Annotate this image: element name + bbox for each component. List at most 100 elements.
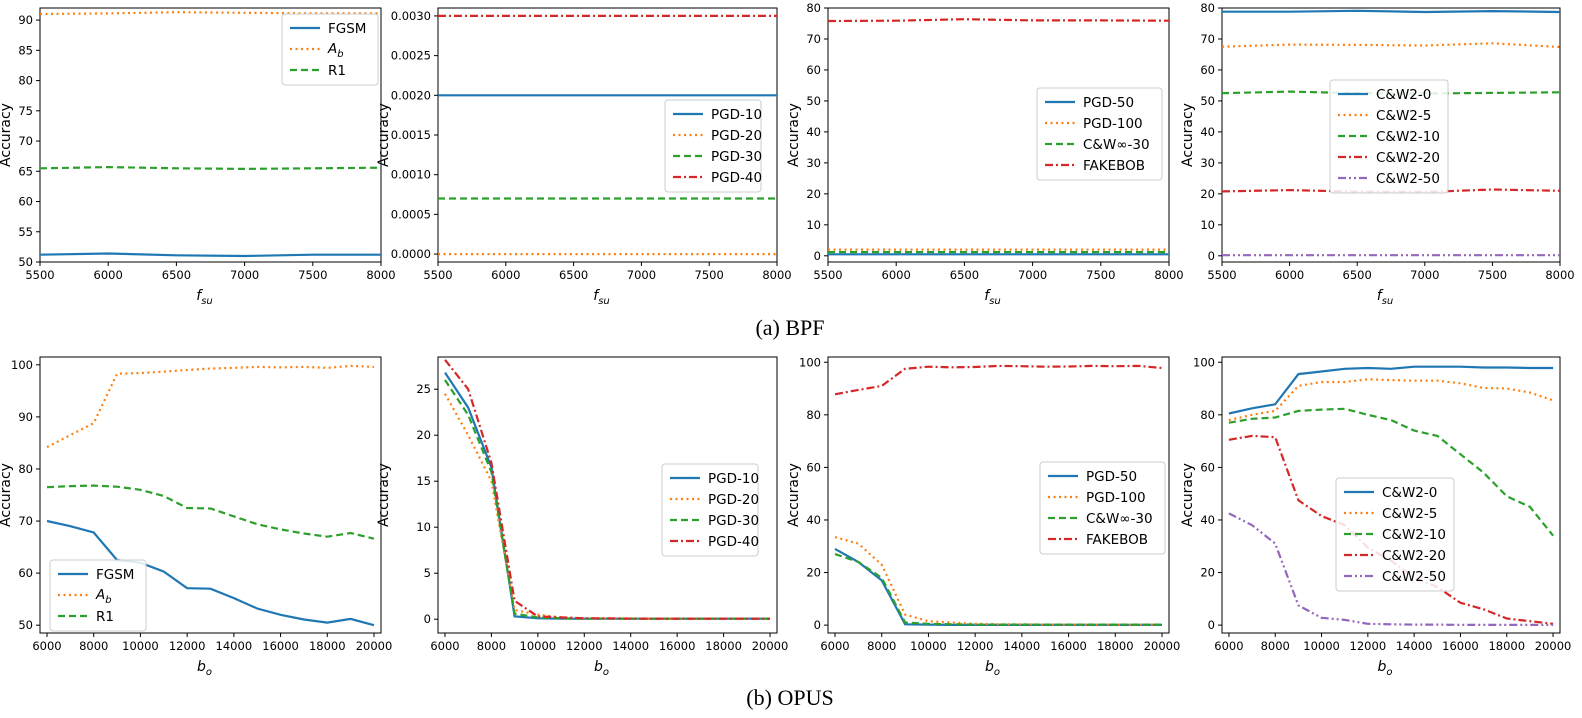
- legend-entry: C&W2-0: [1376, 87, 1431, 103]
- x-tick-label: 5500: [1207, 268, 1236, 282]
- y-tick-label: 0: [424, 612, 431, 626]
- x-tick-label: 7000: [230, 268, 259, 282]
- x-tick-label: 8000: [1154, 268, 1183, 282]
- y-tick-label: 0: [1208, 618, 1215, 632]
- x-tick-label: 6000: [820, 639, 849, 653]
- x-tick-label: 12000: [1350, 639, 1387, 653]
- x-axis-label: fsu: [984, 288, 1001, 307]
- legend-entry: PGD-30: [711, 149, 762, 165]
- x-tick-label: 5500: [423, 268, 452, 282]
- x-tick-label: 10000: [1303, 639, 1340, 653]
- y-axis-label: Accuracy: [1180, 103, 1196, 167]
- y-tick-label: 60: [18, 566, 33, 580]
- x-tick-label: 8000: [477, 639, 506, 653]
- x-tick-label: 12000: [169, 639, 206, 653]
- y-tick-label: 0: [814, 618, 821, 632]
- x-axis-label: bo: [197, 659, 212, 678]
- y-tick-label: 80: [18, 462, 33, 476]
- y-tick-label: 10: [806, 218, 821, 232]
- legend-entry: C&W2-50: [1376, 171, 1440, 187]
- legend-box: [49, 559, 147, 632]
- chart-panel-8: 0 20 40 60 80 100 6000 8000 10000 12000 14000 16000…: [1180, 355, 1571, 678]
- x-axis-label: bo: [985, 659, 1000, 678]
- x-tick-label: 20000: [1144, 639, 1181, 653]
- series-line-2: [1221, 42, 1561, 49]
- y-tick-label: 70: [18, 134, 33, 148]
- x-tick-label: 7500: [695, 268, 724, 282]
- legend-box: [664, 99, 762, 193]
- y-tick-label: 0.0000: [391, 247, 431, 261]
- y-axis-label: Accuracy: [376, 463, 392, 527]
- y-tick-label: 40: [806, 125, 821, 139]
- legend-entry: C&W2-20: [1376, 150, 1440, 166]
- x-tick-label: 5500: [813, 268, 842, 282]
- x-tick-label: 16000: [659, 639, 696, 653]
- x-tick-label: 18000: [1097, 639, 1134, 653]
- x-tick-label: 6000: [1214, 639, 1243, 653]
- y-tick-label: 70: [1200, 32, 1215, 46]
- legend-box: [1329, 79, 1449, 194]
- legend-entry: C&W2-5: [1376, 108, 1431, 124]
- legend: C&W2-0 C&W2-5 C&W2-10 C&W2-20 C&W2-50: [1335, 477, 1455, 592]
- y-axis-label: Accuracy: [786, 103, 802, 167]
- chart-panel-1: 50 55 60 65 70 75 80 85 90 5500 6000 6500 7000 7500 80…: [0, 7, 396, 307]
- x-tick-label: 14000: [612, 639, 649, 653]
- x-tick-label: 10000: [520, 639, 557, 653]
- legend-box: [281, 13, 379, 86]
- x-tick-label: 8000: [366, 268, 395, 282]
- legend-entry: PGD-50: [1083, 95, 1134, 111]
- legend-box: [1335, 477, 1455, 592]
- x-tick-label: 5500: [25, 268, 54, 282]
- x-tick-label: 6500: [162, 268, 191, 282]
- legend-entry: R1: [328, 63, 346, 79]
- y-tick-label: 10: [1200, 218, 1215, 232]
- y-tick-label: 40: [806, 513, 821, 527]
- series-line-5: [1228, 512, 1554, 627]
- y-tick-label: 0.0005: [391, 207, 431, 221]
- y-tick-label: 50: [1200, 94, 1215, 108]
- legend-box: [1039, 461, 1166, 555]
- x-axis-label: fsu: [593, 288, 610, 307]
- legend-entry: C&W2-5: [1382, 506, 1437, 522]
- x-tick-label: 20000: [356, 639, 393, 653]
- y-tick-label: 50: [806, 94, 821, 108]
- chart-panel-4: 0 10 20 30 40 50 60 70 80 5500 6000 6500 7000 7500 800…: [1180, 1, 1575, 307]
- x-tick-label: 10000: [122, 639, 159, 653]
- y-tick-label: 65: [18, 164, 33, 178]
- legend-entry: PGD-20: [708, 492, 759, 508]
- series-line-3: [46, 484, 375, 540]
- legend-entry: PGD-40: [711, 170, 762, 186]
- legend-box: [661, 463, 759, 557]
- legend-entry: PGD-10: [708, 471, 759, 487]
- series-line-1: [1228, 365, 1554, 415]
- y-tick-label: 60: [1200, 460, 1215, 474]
- y-tick-label: 100: [11, 358, 33, 372]
- chart-panel-7: 0 20 40 60 80 100 6000 8000 10000 12000 14000 16000…: [786, 355, 1180, 678]
- y-tick-label: 0.0020: [391, 88, 431, 102]
- y-tick-label: 25: [416, 382, 431, 396]
- legend-entry: C&W2-0: [1382, 485, 1437, 501]
- y-tick-label: 80: [806, 408, 821, 422]
- x-tick-label: 6000: [430, 639, 459, 653]
- y-tick-label: 100: [799, 355, 821, 369]
- y-tick-label: 15: [416, 474, 431, 488]
- legend-entry: C&W2-50: [1382, 569, 1446, 585]
- y-tick-label: 90: [18, 13, 33, 27]
- y-axis-label: Accuracy: [1180, 463, 1196, 527]
- y-tick-label: 20: [416, 428, 431, 442]
- x-tick-label: 14000: [1004, 639, 1041, 653]
- y-tick-label: 30: [1200, 156, 1215, 170]
- legend-entry: FAKEBOB: [1083, 158, 1145, 174]
- series-line-2: [834, 536, 1162, 626]
- y-tick-label: 0.0010: [391, 168, 431, 182]
- x-tick-label: 7500: [1478, 268, 1507, 282]
- y-tick-label: 40: [1200, 513, 1215, 527]
- chart-panel-5: 50 60 70 80 90 100 6000 8000 10000 12000 14000 1600…: [0, 356, 393, 678]
- x-tick-label: 20000: [1535, 639, 1572, 653]
- series-line-1: [39, 252, 381, 258]
- y-tick-label: 60: [806, 460, 821, 474]
- x-tick-label: 6000: [94, 268, 123, 282]
- legend-entry: C&W∞-30: [1086, 511, 1153, 527]
- legend-entry: C&W2-10: [1376, 129, 1440, 145]
